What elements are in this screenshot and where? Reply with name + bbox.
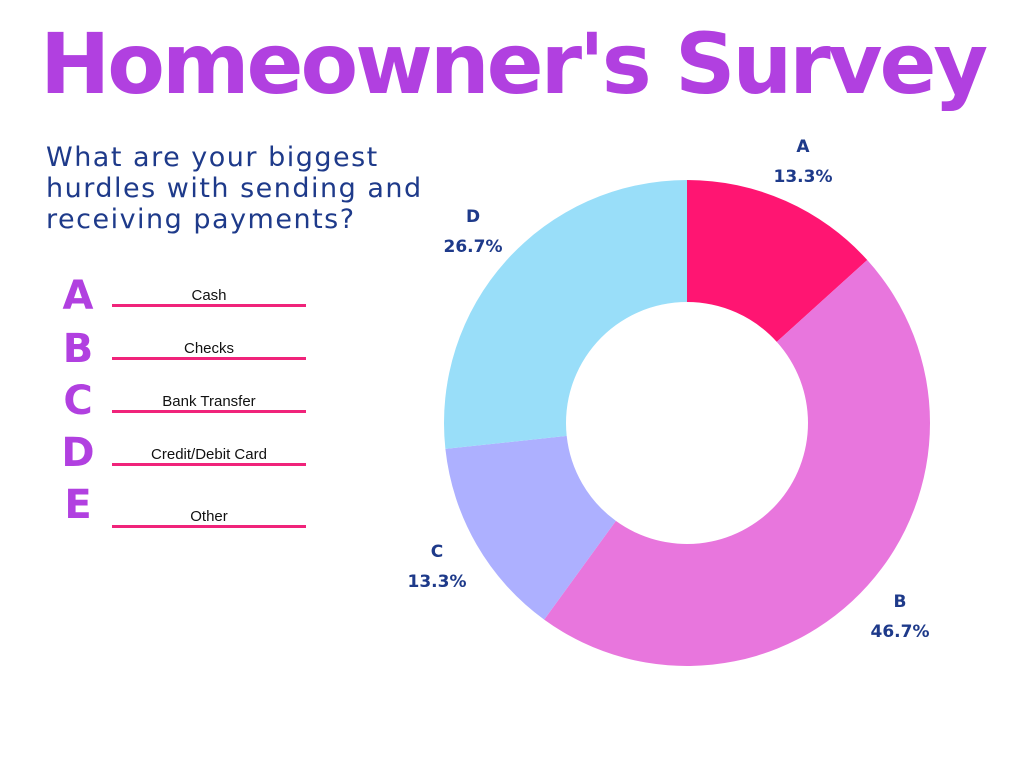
legend-item-e: E Other — [0, 485, 330, 535]
legend-underline — [112, 357, 306, 360]
legend-text: Bank Transfer — [162, 393, 256, 410]
legend-item-c: C Bank Transfer — [0, 381, 330, 431]
slice-category-label: D — [466, 207, 480, 227]
legend-text: Cash — [191, 287, 227, 304]
legend-text: Checks — [183, 340, 235, 357]
donut-slice-c — [445, 435, 616, 620]
donut-slice-a — [687, 180, 868, 342]
slice-category-label: A — [796, 137, 810, 157]
page-title: Homeowner's Survey — [40, 15, 988, 113]
legend-item-b: B Checks — [0, 329, 330, 379]
legend-text: Other — [190, 508, 228, 525]
survey-question: What are your biggest hurdles with sendi… — [46, 142, 423, 235]
donut-slice-b — [544, 260, 930, 666]
legend-underline — [112, 304, 306, 307]
legend-underline — [112, 525, 306, 528]
legend-letter: A — [62, 273, 94, 319]
legend-underline — [112, 463, 306, 466]
legend-item-a: A Cash — [0, 276, 330, 326]
legend-underline — [112, 410, 306, 413]
slice-value-label: 13.3% — [408, 572, 467, 592]
slice-category-label: C — [431, 542, 443, 562]
slice-category-label: B — [894, 592, 907, 612]
legend-letter: D — [61, 430, 95, 476]
slice-value-label: 46.7% — [871, 622, 930, 642]
legend-letter: B — [62, 326, 94, 372]
legend-letter: E — [64, 482, 92, 528]
legend-letter: C — [63, 378, 93, 424]
slice-value-label: 13.3% — [774, 167, 833, 187]
slice-value-label: 26.7% — [444, 237, 503, 257]
legend-text: Credit/Debit Card — [151, 446, 267, 463]
legend-item-d: D Credit/Debit Card — [0, 433, 330, 483]
donut-slice-d — [444, 179, 687, 449]
